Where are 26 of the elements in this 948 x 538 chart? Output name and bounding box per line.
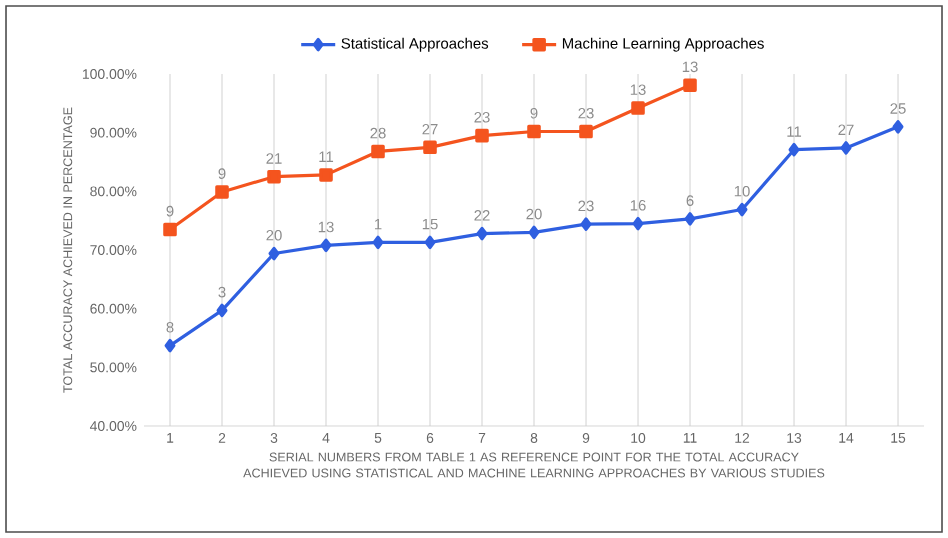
point — [372, 235, 384, 250]
point — [320, 238, 332, 253]
point — [736, 202, 748, 217]
point — [424, 235, 436, 250]
point — [215, 185, 229, 199]
point — [423, 140, 437, 155]
point — [840, 141, 852, 155]
point — [632, 216, 644, 231]
point — [580, 217, 592, 231]
point — [164, 338, 176, 353]
point — [579, 124, 593, 139]
point — [683, 78, 697, 92]
point — [684, 212, 696, 226]
point — [788, 142, 800, 157]
point — [476, 226, 488, 241]
point — [163, 222, 177, 237]
point — [267, 169, 281, 184]
point — [528, 225, 540, 240]
point — [475, 128, 489, 143]
point — [371, 144, 385, 159]
point — [631, 101, 645, 115]
point — [216, 303, 228, 318]
point — [892, 120, 904, 134]
point — [319, 168, 333, 182]
point — [527, 124, 541, 139]
point — [268, 246, 280, 261]
